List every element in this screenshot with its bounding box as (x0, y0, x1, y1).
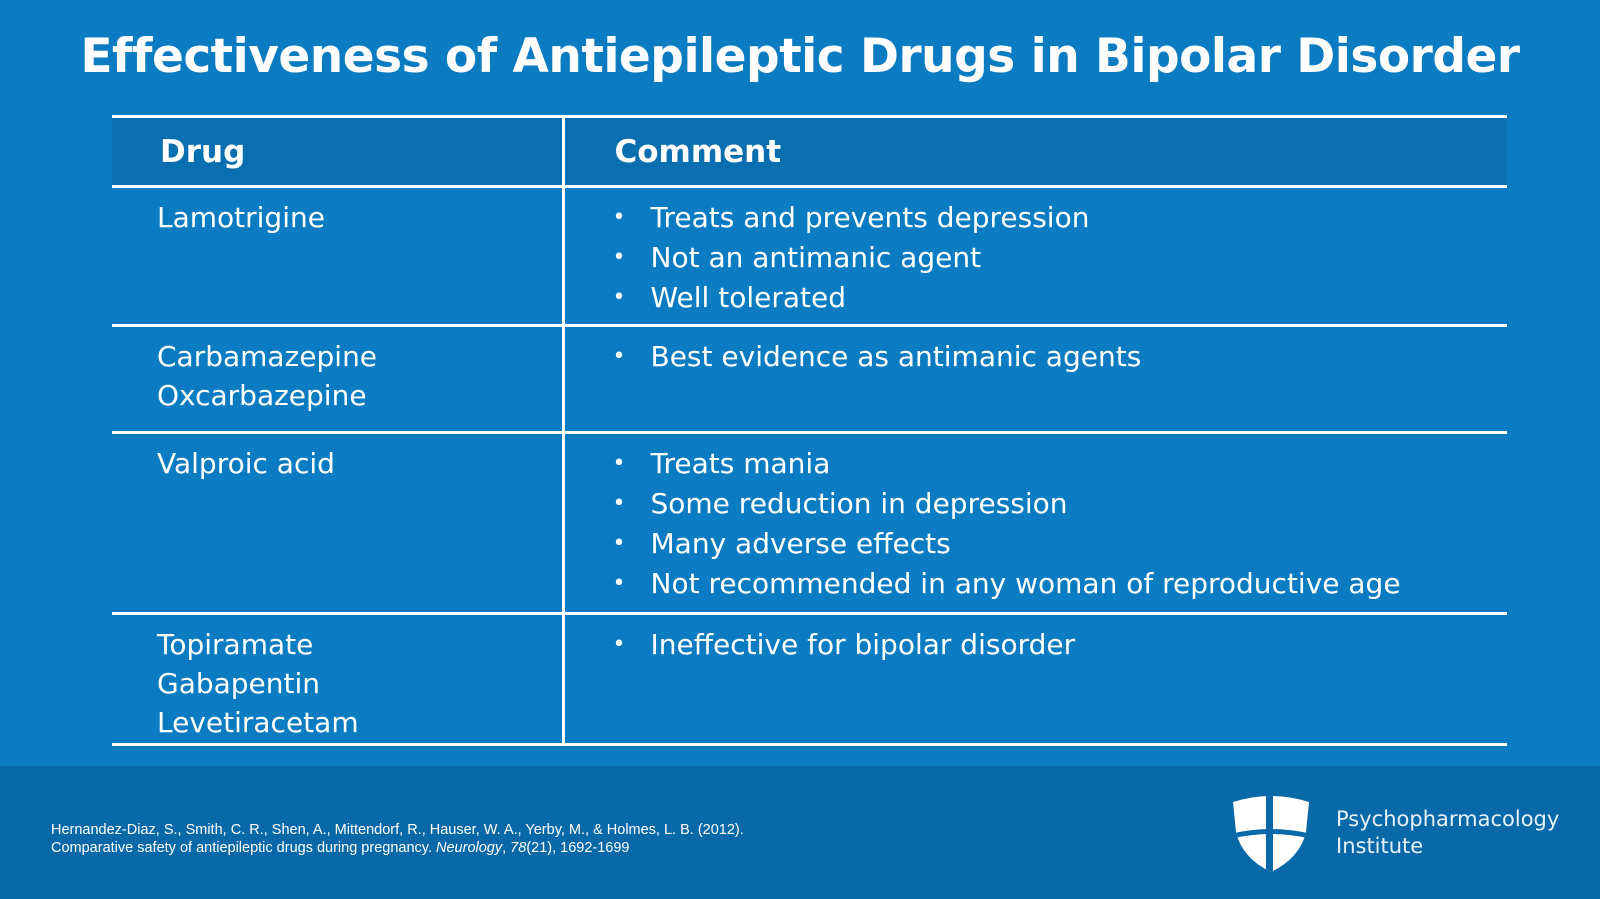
comment-item: Well tolerated (613, 278, 1508, 318)
drug-name: Levetiracetam (157, 706, 359, 739)
drug-cell: Carbamazepine Oxcarbazepine (112, 325, 565, 433)
header-drug: Drug (112, 115, 565, 188)
shield-cross-icon (1233, 796, 1309, 872)
comment-cell: Best evidence as antimanic agents (563, 326, 1507, 433)
drug-name: Topiramate (157, 628, 314, 661)
citation-journal: Neurology (436, 840, 503, 856)
drug-cell: Topiramate Gabapentin Levetiracetam (112, 613, 565, 745)
comment-list: Treats mania Some reduction in depressio… (613, 444, 1508, 604)
drug-cell: Lamotrigine (112, 186, 565, 326)
table-row: Lamotrigine Treats and prevents depressi… (112, 186, 1507, 326)
drug-cell: Valproic acid (112, 432, 565, 614)
logo-text: Psychopharmacology Institute (1336, 806, 1559, 860)
comment-item: Treats mania (613, 444, 1508, 484)
comment-item: Treats and prevents depression (613, 198, 1508, 238)
drug-name: Oxcarbazepine (157, 379, 367, 412)
comment-cell: Ineffective for bipolar disorder (563, 614, 1507, 745)
citation-text: Comparative safety of antiepileptic drug… (51, 840, 437, 856)
drug-table: Drug Comment Lamotrigine Treats and prev… (112, 115, 1507, 746)
drug-name: Valproic acid (157, 447, 335, 480)
table-header-row: Drug Comment (112, 115, 1507, 188)
citation-line-2: Comparative safety of antiepileptic drug… (51, 839, 744, 857)
logo-line-1: Psychopharmacology (1336, 807, 1560, 831)
drug-name: Carbamazepine (157, 340, 378, 373)
table-row: Valproic acid Treats mania Some reductio… (112, 432, 1507, 614)
citation: Hernandez-Diaz, S., Smith, C. R., Shen, … (51, 821, 744, 857)
citation-line-1: Hernandez-Diaz, S., Smith, C. R., Shen, … (51, 822, 744, 838)
drug-name: Lamotrigine (157, 201, 325, 234)
logo-line-2: Institute (1336, 834, 1424, 858)
table-row: Carbamazepine Oxcarbazepine Best evidenc… (112, 325, 1507, 433)
comment-list: Ineffective for bipolar disorder (613, 625, 1508, 665)
comment-item: Not recommended in any woman of reproduc… (613, 564, 1508, 604)
comment-item: Ineffective for bipolar disorder (613, 625, 1508, 665)
slide-title: Effectiveness of Antiepileptic Drugs in … (80, 29, 1520, 84)
citation-pages: (21), 1692-1699 (526, 840, 630, 856)
comment-item: Some reduction in depression (613, 484, 1508, 524)
footer: Hernandez-Diaz, S., Smith, C. R., Shen, … (0, 766, 1600, 899)
citation-volume: 78 (510, 840, 527, 856)
table-row: Topiramate Gabapentin Levetiracetam Inef… (112, 613, 1507, 745)
comment-list: Treats and prevents depression Not an an… (613, 198, 1508, 318)
comment-item: Many adverse effects (613, 524, 1508, 564)
comment-list: Best evidence as antimanic agents (613, 337, 1508, 377)
drug-name: Gabapentin (157, 667, 321, 700)
comment-item: Not an antimanic agent (613, 238, 1508, 278)
header-comment: Comment (563, 115, 1507, 188)
citation-separator: , (502, 840, 511, 856)
comment-cell: Treats mania Some reduction in depressio… (563, 433, 1507, 614)
logo: Psychopharmacology Institute (1230, 794, 1559, 874)
comment-cell: Treats and prevents depression Not an an… (563, 187, 1507, 326)
comment-item: Best evidence as antimanic agents (613, 337, 1508, 377)
